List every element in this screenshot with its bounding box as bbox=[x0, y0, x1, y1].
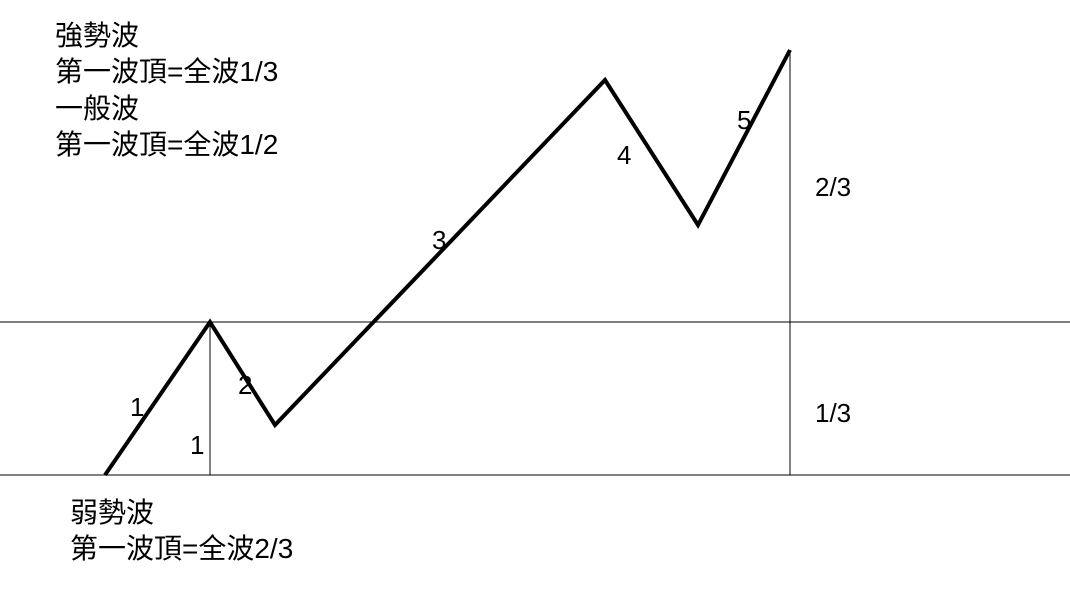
wave-label: 1 bbox=[130, 392, 144, 423]
wave-label: 3 bbox=[432, 225, 446, 256]
wave-label: 4 bbox=[617, 140, 631, 171]
wave-label: 5 bbox=[737, 105, 751, 136]
text-line: 第一波頂=全波2/3 bbox=[70, 531, 293, 567]
text-line: 第一波頂=全波1/2 bbox=[55, 127, 278, 163]
wave-label: 2 bbox=[238, 370, 252, 401]
top-text-block: 強勢波第一波頂=全波1/3一般波第一波頂=全波1/2 bbox=[55, 18, 278, 164]
wave-label: 2/3 bbox=[815, 172, 851, 203]
wave-label: 1/3 bbox=[815, 398, 851, 429]
text-line: 弱勢波 bbox=[70, 495, 293, 531]
bottom-text-block: 弱勢波第一波頂=全波2/3 bbox=[70, 495, 293, 568]
wave-label: 1 bbox=[190, 430, 204, 461]
text-line: 一般波 bbox=[55, 91, 278, 127]
text-line: 第一波頂=全波1/3 bbox=[55, 54, 278, 90]
text-line: 強勢波 bbox=[55, 18, 278, 54]
